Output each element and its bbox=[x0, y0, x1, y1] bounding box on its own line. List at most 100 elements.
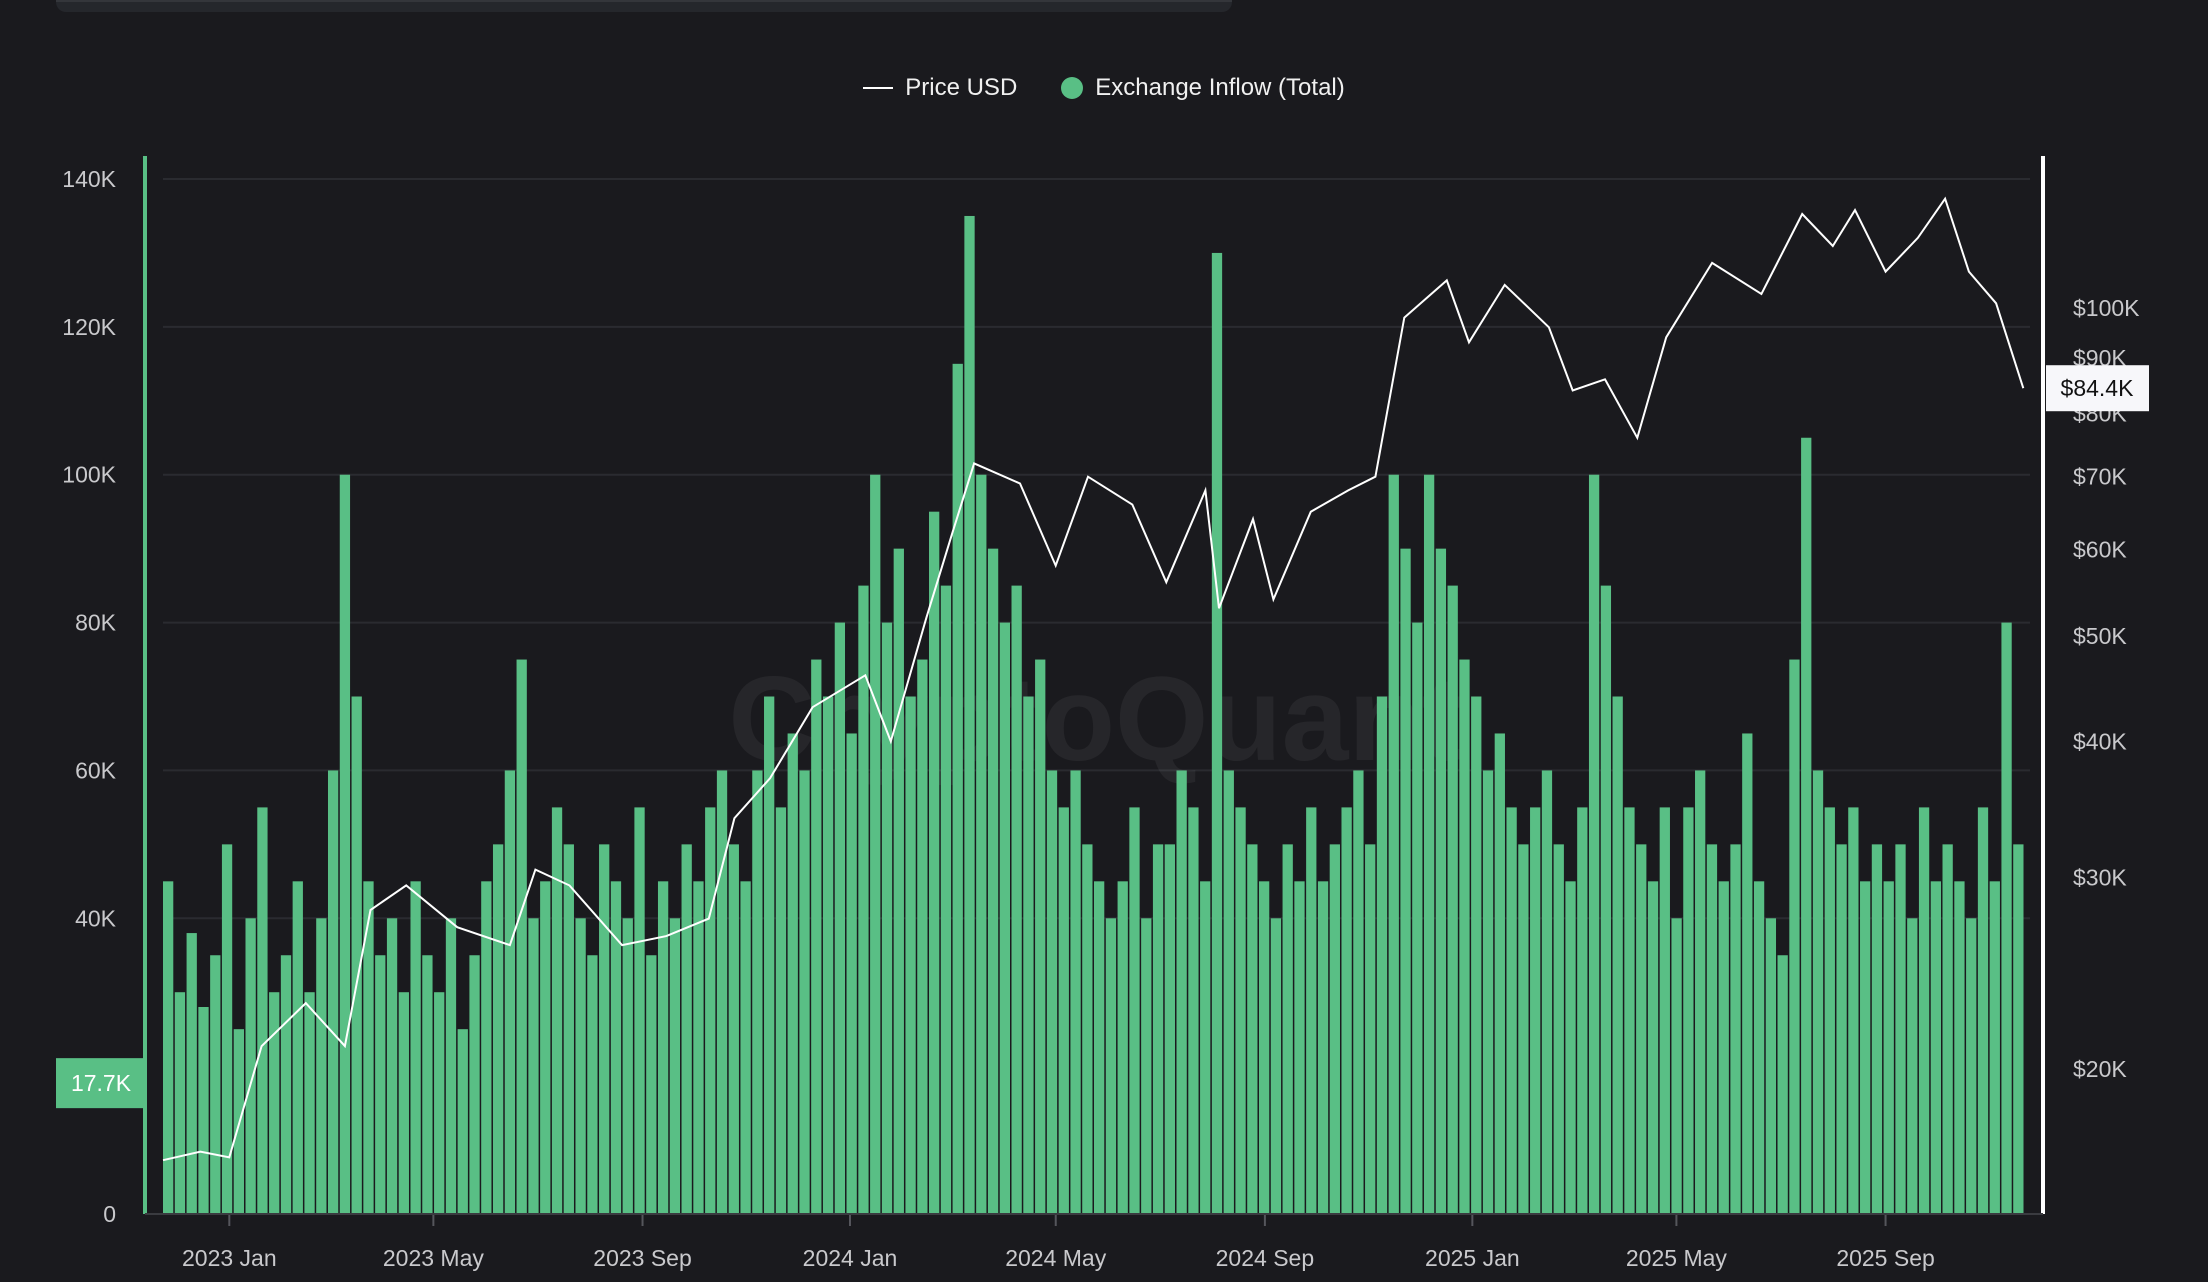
chart-legend: Price USD Exchange Inflow (Total) bbox=[0, 74, 2208, 102]
inflow-bar bbox=[1412, 622, 1423, 1214]
inflow-bar bbox=[1317, 881, 1329, 1214]
legend-item-price[interactable]: Price USD bbox=[863, 74, 1017, 102]
inflow-bar bbox=[681, 844, 692, 1214]
inflow-bar bbox=[540, 881, 551, 1214]
current-inflow-badge bbox=[56, 1058, 145, 1109]
inflow-bar bbox=[599, 844, 610, 1214]
x-axis-tick-label: 2024 May bbox=[1005, 1245, 1107, 1271]
inflow-bar bbox=[976, 474, 987, 1214]
inflow-bar bbox=[1329, 844, 1340, 1214]
line-swatch-icon bbox=[863, 87, 894, 89]
inflow-bar bbox=[1294, 881, 1305, 1214]
left-axis-tick-label: 0 bbox=[103, 1201, 116, 1227]
inflow-bar bbox=[316, 918, 327, 1214]
x-axis-tick-label: 2023 May bbox=[383, 1245, 485, 1271]
current-inflow-label: 17.7K bbox=[71, 1070, 132, 1096]
inflow-bar bbox=[434, 992, 445, 1214]
inflow-bar bbox=[1447, 585, 1458, 1214]
inflow-bar bbox=[740, 881, 751, 1214]
inflow-bar bbox=[1176, 770, 1187, 1214]
left-axis-tick-label: 120K bbox=[62, 314, 116, 340]
inflow-bar bbox=[575, 918, 586, 1214]
current-price-badge bbox=[2046, 365, 2149, 412]
inflow-bar bbox=[693, 881, 704, 1214]
inflow-bar bbox=[457, 1029, 468, 1214]
legend-item-inflow[interactable]: Exchange Inflow (Total) bbox=[1061, 74, 1345, 102]
inflow-bar bbox=[1765, 918, 1777, 1214]
top-toolbar-edge bbox=[56, 0, 1232, 12]
dot-swatch-icon bbox=[1061, 77, 1084, 99]
inflow-bar bbox=[1423, 474, 1435, 1214]
inflow-bar bbox=[1164, 844, 1175, 1214]
left-axis-tick-label: 140K bbox=[62, 166, 116, 192]
inflow-bar bbox=[858, 585, 869, 1214]
inflow-bar bbox=[1577, 807, 1588, 1214]
inflow-bar bbox=[905, 696, 916, 1214]
inflow-bar bbox=[811, 659, 822, 1214]
inflow-bar bbox=[1836, 844, 1847, 1214]
inflow-bar bbox=[1530, 807, 1541, 1214]
x-axis-tick-label: 2025 May bbox=[1626, 1245, 1728, 1271]
inflow-bar bbox=[634, 807, 645, 1214]
legend-label-price: Price USD bbox=[905, 74, 1018, 101]
left-axis-tick-label: 100K bbox=[62, 462, 116, 488]
inflow-bar bbox=[1353, 770, 1364, 1214]
inflow-bar bbox=[1789, 659, 1800, 1214]
inflow-bar bbox=[646, 955, 657, 1214]
inflow-bar bbox=[1082, 844, 1093, 1214]
inflow-bar bbox=[587, 955, 598, 1214]
inflow-bar bbox=[1860, 881, 1871, 1214]
inflow-bar bbox=[752, 770, 763, 1214]
inflow-bar bbox=[516, 659, 527, 1214]
inflow-bar bbox=[728, 844, 739, 1214]
inflow-bar bbox=[339, 474, 351, 1214]
inflow-bar bbox=[775, 807, 787, 1214]
inflow-bar bbox=[1035, 659, 1046, 1214]
inflow-bar bbox=[610, 881, 622, 1214]
inflow-bar bbox=[1365, 844, 1376, 1214]
inflow-bar bbox=[1895, 844, 1906, 1214]
inflow-bar bbox=[787, 733, 798, 1214]
inflow-bar bbox=[1671, 918, 1682, 1214]
x-axis-tick-label: 2023 Jan bbox=[182, 1245, 277, 1271]
inflow-bar bbox=[1942, 844, 1953, 1214]
inflow-bar bbox=[870, 474, 881, 1214]
inflow-bar bbox=[1706, 844, 1718, 1214]
inflow-bar bbox=[1482, 770, 1494, 1214]
inflow-bar bbox=[1777, 955, 1788, 1214]
inflow-bar bbox=[1011, 585, 1022, 1214]
inflow-bar bbox=[1211, 252, 1223, 1214]
inflow-bar bbox=[1094, 881, 1105, 1214]
inflow-bar bbox=[1695, 770, 1706, 1214]
inflow-bar bbox=[1023, 696, 1034, 1214]
inflow-bar bbox=[834, 622, 846, 1214]
inflow-bar bbox=[375, 955, 386, 1214]
inflow-bar bbox=[1306, 807, 1317, 1214]
inflow-bar bbox=[881, 622, 893, 1214]
inflow-bar bbox=[2001, 622, 2012, 1214]
inflow-bar bbox=[716, 770, 728, 1214]
inflow-bar bbox=[1376, 696, 1388, 1214]
inflow-bar bbox=[1117, 881, 1128, 1214]
x-axis-tick-label: 2025 Sep bbox=[1836, 1245, 1934, 1271]
inflow-bar bbox=[1553, 844, 1564, 1214]
inflow-bar bbox=[304, 992, 315, 1214]
inflow-bar bbox=[1105, 918, 1117, 1214]
inflow-bar bbox=[1247, 844, 1258, 1214]
inflow-bar bbox=[1388, 474, 1399, 1214]
inflow-bar bbox=[280, 955, 292, 1214]
inflow-bar bbox=[1989, 881, 2000, 1214]
inflow-bar bbox=[163, 881, 174, 1214]
inflow-bar bbox=[563, 844, 574, 1214]
inflow-bar bbox=[351, 696, 362, 1214]
inflow-bar bbox=[210, 955, 221, 1214]
inflow-bar bbox=[221, 844, 233, 1214]
inflow-bar bbox=[1223, 770, 1234, 1214]
inflow-bar bbox=[2013, 844, 2024, 1214]
inflow-bar bbox=[822, 696, 834, 1214]
inflow-bar bbox=[917, 659, 928, 1214]
x-axis-tick-label: 2023 Sep bbox=[593, 1245, 691, 1271]
inflow-bar bbox=[764, 696, 775, 1214]
right-axis-tick-label: $70K bbox=[2073, 464, 2127, 490]
